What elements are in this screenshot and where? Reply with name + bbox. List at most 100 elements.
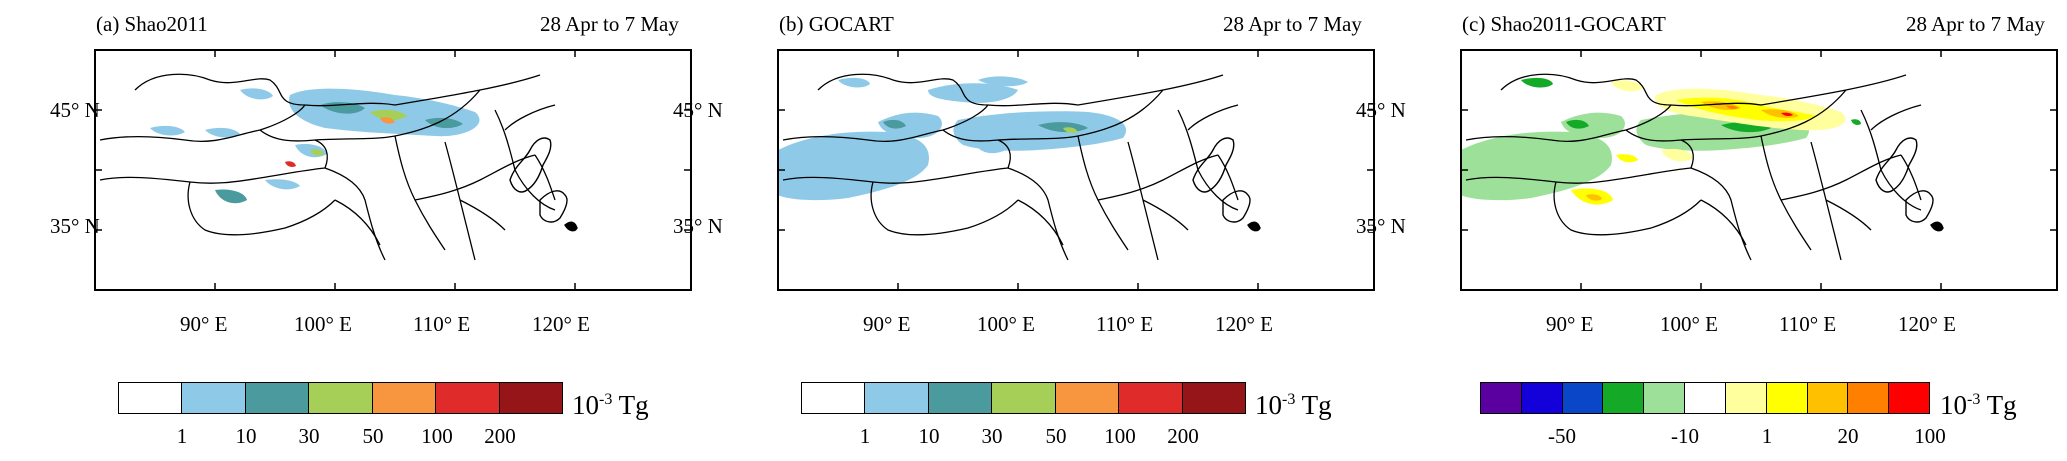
colorbar-tick-label: 100 xyxy=(1914,424,1946,448)
colorbar-swatch xyxy=(802,383,866,413)
coastline xyxy=(509,137,578,232)
unit-base: 10 xyxy=(1255,390,1282,420)
panel-title: (c) Shao2011-GOCART xyxy=(1462,12,1666,36)
lon-label-90e: 90° E xyxy=(180,312,228,336)
lon-label-120e: 120° E xyxy=(1898,312,1956,336)
colorbar-swatch xyxy=(1603,383,1645,413)
unit-name: Tg xyxy=(618,390,649,420)
colorbar-tick-label: 50 xyxy=(362,424,384,448)
colorbar-tick-label: 30 xyxy=(298,424,320,448)
colorbar-unit: 10-3 Tg xyxy=(1940,390,2017,421)
map-frame xyxy=(777,49,1375,291)
coastline xyxy=(1192,137,1261,232)
colorbar-swatch xyxy=(372,383,437,413)
unit-name: Tg xyxy=(1301,390,1332,420)
borders xyxy=(99,73,556,261)
colorbar-swatch xyxy=(436,383,500,413)
lat-label-35n: 35° N xyxy=(1356,214,1406,238)
panel-b: (b) GOCART 28 Apr to 7 May xyxy=(673,0,1375,461)
colorbar-swatch xyxy=(1685,383,1726,413)
colorbar-tick-label: 30 xyxy=(981,424,1003,448)
colorbar-tick-label: -10 xyxy=(1671,424,1699,448)
map-ticks xyxy=(778,50,1374,290)
lon-label-90e: 90° E xyxy=(863,312,911,336)
lon-label-110e: 110° E xyxy=(413,312,471,336)
unit-base: 10 xyxy=(572,390,599,420)
unit-name: Tg xyxy=(1986,390,2017,420)
borders xyxy=(782,73,1239,261)
lon-label-100e: 100° E xyxy=(1660,312,1718,336)
colorbar-tick-label: -50 xyxy=(1548,424,1576,448)
colorbar-swatch xyxy=(992,383,1056,413)
unit-exponent: -3 xyxy=(599,391,613,408)
dust-field xyxy=(778,76,1127,201)
map-ticks xyxy=(1461,50,2057,290)
colorbar-swatch xyxy=(1182,383,1245,413)
colorbar-swatch xyxy=(1119,383,1183,413)
map-ticks xyxy=(95,50,691,290)
colorbar-tick-label: 200 xyxy=(1167,424,1199,448)
map-border xyxy=(94,49,692,291)
panel-date: 28 Apr to 7 May xyxy=(1906,12,2045,36)
lon-label-110e: 110° E xyxy=(1779,312,1837,336)
colorbar-swatch xyxy=(865,383,929,413)
colorbar-swatch xyxy=(1848,383,1890,413)
lat-label-35n: 35° N xyxy=(50,214,100,238)
panel-title: (b) GOCART xyxy=(779,12,894,36)
colorbar-swatch xyxy=(182,383,246,413)
colorbar-tick-label: 50 xyxy=(1045,424,1067,448)
lon-label-120e: 120° E xyxy=(532,312,590,336)
colorbar-swatch xyxy=(1644,383,1686,413)
colorbar-swatch xyxy=(1521,383,1563,413)
colorbar-swatch xyxy=(1481,383,1522,413)
colorbar-swatch xyxy=(1055,383,1120,413)
lat-label-45n: 45° N xyxy=(50,98,100,122)
colorbar-swatch xyxy=(309,383,373,413)
colorbar xyxy=(1480,382,1930,414)
panel-date: 28 Apr to 7 May xyxy=(540,12,679,36)
colorbar-swatch xyxy=(928,383,993,413)
coastline xyxy=(1875,137,1944,232)
lat-label-35n: 35° N xyxy=(673,214,723,238)
colorbar xyxy=(118,382,563,414)
colorbar-unit: 10-3 Tg xyxy=(1255,390,1332,421)
colorbar xyxy=(801,382,1246,414)
panel-c: (c) Shao2011-GOCART 28 Apr to 7 May xyxy=(1356,0,2058,461)
colorbar-tick-label: 100 xyxy=(1104,424,1136,448)
map-frame xyxy=(1460,49,2058,291)
colorbar-tick-label: 100 xyxy=(421,424,453,448)
lat-label-45n: 45° N xyxy=(673,98,723,122)
lat-label-45n: 45° N xyxy=(1356,98,1406,122)
map-frame xyxy=(94,49,692,291)
colorbar-tick-label: 1 xyxy=(176,424,188,448)
panel-a: (a) Shao2011 28 Apr to 7 May xyxy=(0,0,692,461)
colorbar-unit: 10-3 Tg xyxy=(572,390,649,421)
lon-label-100e: 100° E xyxy=(977,312,1035,336)
colorbar-tick-label: 20 xyxy=(1837,424,1859,448)
unit-base: 10 xyxy=(1940,390,1967,420)
dust-field xyxy=(150,88,480,204)
colorbar-tick-label: 1 xyxy=(1761,424,1773,448)
colorbar-tick-label: 10 xyxy=(235,424,257,448)
colorbar-swatch xyxy=(245,383,310,413)
colorbar-swatch xyxy=(1562,383,1604,413)
lon-label-90e: 90° E xyxy=(1546,312,1594,336)
colorbar-swatch xyxy=(1725,383,1767,413)
dust-field xyxy=(1461,77,1861,205)
lon-label-110e: 110° E xyxy=(1096,312,1154,336)
unit-exponent: -3 xyxy=(1282,391,1296,408)
unit-exponent: -3 xyxy=(1967,391,1981,408)
colorbar-swatch xyxy=(1889,383,1929,413)
panel-date: 28 Apr to 7 May xyxy=(1223,12,1362,36)
colorbar-swatch xyxy=(1766,383,1808,413)
colorbar-swatch xyxy=(1807,383,1849,413)
lon-label-100e: 100° E xyxy=(294,312,352,336)
colorbar-tick-label: 1 xyxy=(859,424,871,448)
borders xyxy=(1465,73,1922,261)
colorbar-swatch xyxy=(119,383,183,413)
panel-title: (a) Shao2011 xyxy=(96,12,208,36)
colorbar-tick-label: 200 xyxy=(484,424,516,448)
colorbar-swatch xyxy=(499,383,562,413)
colorbar-tick-label: 10 xyxy=(918,424,940,448)
lon-label-120e: 120° E xyxy=(1215,312,1273,336)
